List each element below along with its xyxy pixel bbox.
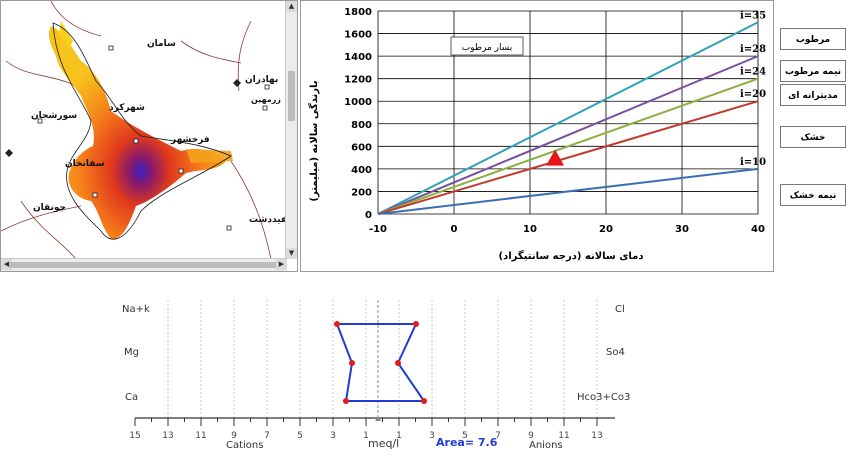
city-label-bahadoran: بهادران	[245, 75, 279, 85]
map-hscroll-thumb[interactable]	[9, 262, 279, 268]
y-tick-label: 600	[351, 142, 372, 153]
schoeller-tick-label: 11	[558, 431, 569, 441]
city-label-farrokhshahr: فرخشهر	[171, 135, 210, 145]
schoeller-diagram: 15 13 11 9 7 5 3 1 1 3 5 7 9 11 13 Na+k Mg Ca Cl So4 H…	[0, 290, 700, 460]
cations-axis-label: Cations	[226, 440, 264, 451]
scroll-right-icon[interactable]: ▶	[276, 259, 287, 270]
x-tick-label: 10	[523, 224, 537, 235]
x-tick-label: -10	[369, 224, 387, 235]
legend-box	[450, 36, 524, 56]
schoeller-tick-label: 3	[429, 431, 435, 441]
point-ca	[343, 398, 349, 404]
schoeller-tick-label: 3	[330, 431, 336, 441]
city-label-zarmeh: زرمهین	[251, 95, 281, 104]
schoeller-tick-label: 5	[462, 431, 468, 441]
map-panel[interactable]: سامان بهادران زرمهین شهرکرد سورشجان فرخش…	[0, 0, 298, 272]
y-tick-label: 1400	[344, 52, 372, 63]
point-cl	[413, 321, 419, 327]
y-axis-label: بارندگی سالانه (میلیمتر)	[307, 80, 320, 201]
cation-label-mg: Mg	[124, 347, 139, 358]
point-hco3	[421, 398, 427, 404]
chart-series: i=35 i=28 i=24 i=20 i=10	[377, 10, 766, 215]
series-label-i-35: i=35	[740, 10, 766, 21]
point-so4	[395, 360, 401, 366]
chart-ticks: 0 200 400 600 800 1000 1200 1400 1600 1800 -10 0 10 2…	[344, 7, 765, 235]
x-tick-label: 30	[675, 224, 689, 235]
series-line-i-35	[377, 21, 759, 215]
schoeller-tick-label: 15	[129, 431, 140, 441]
series-label-i-10: i=10	[740, 157, 766, 168]
schoeller-tick-label: 13	[162, 431, 173, 441]
climate-chart-panel: i=35 i=28 i=24 i=20 i=10 0 200 400 600 800 1000 12…	[300, 0, 774, 272]
city-label-sefiddasht: سفیددشت	[249, 215, 297, 225]
side-label-humid: مرطوب	[780, 28, 846, 50]
anion-label-hco3-co3: Hco3+Co3	[577, 392, 631, 403]
y-tick-label: 1200	[344, 75, 372, 86]
y-tick-label: 1800	[344, 7, 372, 18]
map-symbols	[5, 79, 241, 157]
station-marker-icon	[546, 149, 565, 166]
point-mg	[349, 360, 355, 366]
schoeller-tick-label: 7	[264, 431, 270, 441]
city-label-junaghan: جونقان	[33, 203, 67, 213]
y-tick-label: 1000	[344, 97, 372, 108]
y-tick-label: 200	[351, 187, 372, 198]
heat-plume	[48, 26, 227, 240]
city-label-safaneh: سفانخان	[65, 159, 105, 169]
series-line-i-20	[377, 100, 759, 215]
city-markers	[37, 45, 270, 231]
scroll-up-icon[interactable]: ▲	[286, 1, 297, 12]
series-line-i-28	[377, 55, 759, 215]
map-horizontal-scrollbar[interactable]: ◀ ▶	[1, 258, 287, 271]
schoeller-tick-label: 5	[297, 431, 303, 441]
anions-axis-label: Anions	[529, 440, 563, 451]
series-line-i-10	[377, 167, 759, 215]
map-vertical-scrollbar[interactable]: ▲ ▼	[285, 1, 297, 259]
chart-grid	[377, 10, 759, 215]
plume-east-tongue	[186, 149, 233, 163]
series-line-i-24	[377, 77, 759, 215]
y-tick-label: 400	[351, 165, 372, 176]
x-tick-label: 40	[751, 224, 765, 235]
x-tick-label: 20	[599, 224, 613, 235]
city-label-shahrekord: شهرکرد	[109, 103, 145, 113]
schoeller-tick-label: 11	[195, 431, 206, 441]
y-tick-label: 1600	[344, 30, 372, 41]
series-label-i-24: i=24	[740, 67, 766, 78]
schoeller-tick-label: 1	[396, 431, 402, 441]
scroll-left-icon[interactable]: ◀	[1, 259, 12, 270]
schoeller-svg: 15 13 11 9 7 5 3 1 1 3 5 7 9 11 13	[129, 300, 615, 441]
point-na-k	[334, 321, 340, 327]
area-label: Area= 7.6	[436, 436, 498, 449]
basin-map[interactable]	[1, 1, 287, 259]
side-label-semi-humid: نیمه مرطوب	[780, 60, 846, 82]
unit-label: meq/l	[368, 437, 400, 450]
side-label-semi-arid: نیمه خشک	[780, 184, 846, 206]
x-tick-label: 0	[451, 224, 458, 235]
side-label-arid: خشک	[780, 126, 846, 148]
map-vscroll-thumb[interactable]	[288, 71, 295, 121]
schoeller-tick-label: 13	[591, 431, 602, 441]
anion-label-cl: Cl	[615, 304, 625, 315]
anion-label-so4: So4	[606, 347, 625, 358]
city-label-soreshjan: سورشجان	[31, 111, 78, 121]
zero-marker-icon	[375, 416, 381, 421]
series-label-i-28: i=28	[740, 44, 766, 55]
y-tick-label: 0	[365, 210, 372, 221]
legend-box-label: بسار مرطوب	[462, 43, 513, 53]
schoeller-tick-label: 9	[231, 431, 237, 441]
y-tick-label: 800	[351, 120, 372, 131]
scroll-down-icon[interactable]: ▼	[286, 248, 297, 259]
climate-chart: i=35i=28i=24i=20i=10 0200400600800100012…	[307, 7, 766, 262]
schoeller-tick-label: 1	[363, 431, 369, 441]
basin-boundary	[52, 22, 232, 240]
schoeller-tick-label: 9	[528, 431, 534, 441]
cation-label-ca: Ca	[125, 392, 139, 403]
series-label-i-20: i=20	[740, 89, 766, 100]
x-axis-label: دمای سالانه (درجه سانتیگراد)	[499, 249, 644, 262]
cation-label-na-k: Na+k	[122, 304, 150, 315]
city-label-saman: سامان	[147, 39, 176, 49]
side-label-mediterranean: مدیترانه ای	[780, 84, 846, 106]
schoeller-tick-label: 7	[495, 431, 501, 441]
